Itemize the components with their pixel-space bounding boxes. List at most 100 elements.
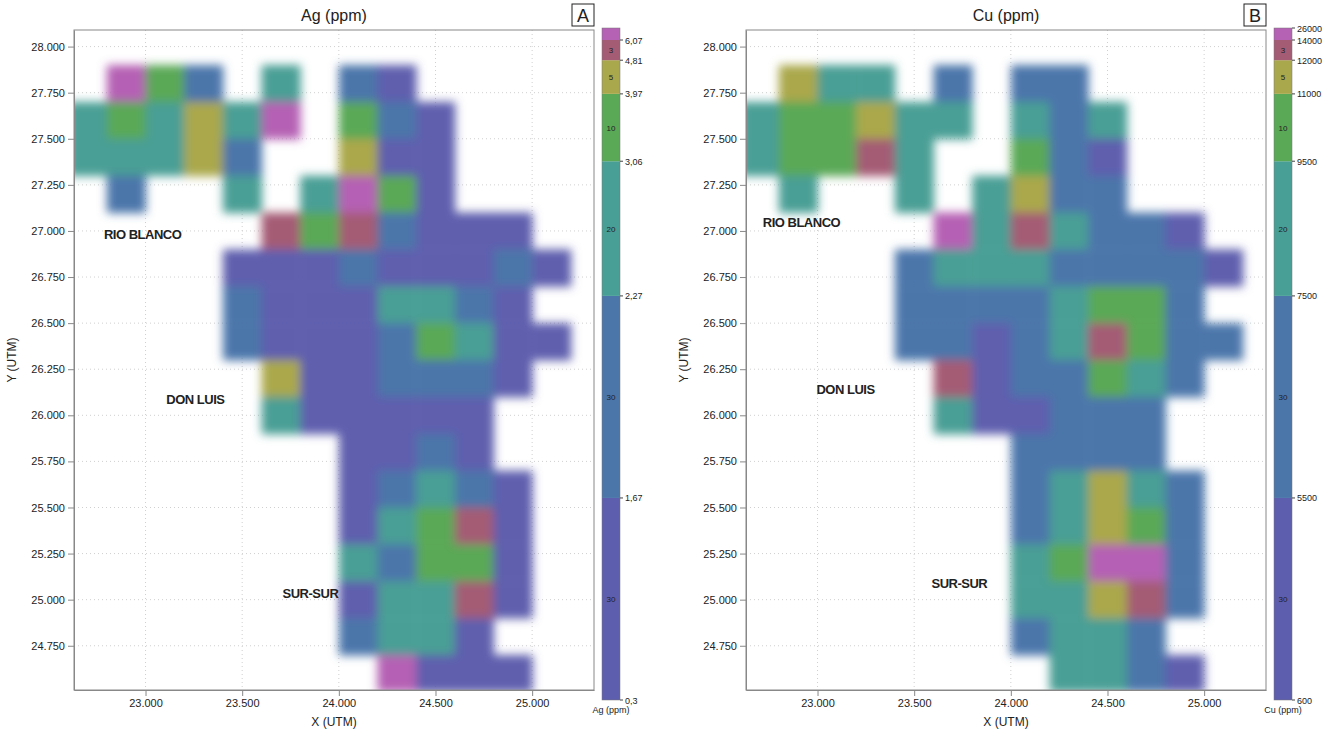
color-bar-segment: [602, 161, 620, 296]
grid-line: [74, 645, 594, 646]
heat-cell: [184, 65, 223, 102]
color-bar-tick-label: 26000: [1297, 24, 1322, 34]
heat-cell: [1165, 360, 1204, 397]
tick: 26.750: [31, 271, 74, 283]
heat-cell: [339, 397, 378, 434]
color-bar-percent: 10: [607, 124, 616, 133]
title: Ag (ppm): [301, 7, 367, 24]
color-bar-tick: [620, 497, 623, 498]
heat-cell: [1011, 139, 1050, 176]
heat-cell: [300, 176, 339, 213]
tick-label: 27.500: [703, 133, 737, 145]
heat-cell: [972, 323, 1011, 360]
tick-mark: [68, 139, 74, 140]
heat-cell: [1127, 581, 1166, 618]
tick: 24.750: [703, 640, 746, 652]
heat-cell: [300, 286, 339, 323]
heat-cell: [416, 581, 455, 618]
heat-cell: [74, 139, 107, 176]
annotations: RIO BLANCODON LUISSUR-SUR: [104, 227, 339, 601]
heat-cell: [416, 249, 455, 286]
tick-label: 23.000: [129, 697, 163, 709]
tick: 26.250: [703, 363, 746, 375]
heat-cell: [223, 286, 262, 323]
tick-label: 24.500: [419, 697, 453, 709]
tick-mark: [740, 277, 746, 278]
heat-cell: [416, 655, 455, 690]
heat-cell: [856, 139, 895, 176]
tick-label: 28.000: [31, 41, 65, 53]
heat-cell: [1011, 581, 1050, 618]
panel: 23.00023.50024.00024.50025.00024.75025.0…: [677, 4, 1322, 729]
tick-mark: [740, 93, 746, 94]
tick: 25.250: [31, 548, 74, 560]
heat-cell: [493, 323, 532, 360]
heat-cell: [972, 397, 1011, 434]
x-axis: 23.00023.50024.00024.50025.000: [747, 690, 1267, 709]
heat-cell: [339, 102, 378, 139]
heat-cell: [300, 323, 339, 360]
tick: 24.000: [323, 690, 357, 709]
heat-cell: [455, 655, 494, 690]
heat-cell: [377, 471, 416, 508]
grid: [746, 30, 1266, 690]
tick: 23.000: [129, 690, 163, 709]
heat-cell: [493, 507, 532, 544]
heat-cell: [377, 176, 416, 213]
tick-label: 27.750: [31, 87, 65, 99]
panel-letter-box: [1244, 4, 1266, 26]
tick-label: 23.500: [226, 697, 260, 709]
color-bar-tick: [1292, 497, 1295, 498]
heat-cell: [746, 139, 779, 176]
heat-cell: [895, 249, 934, 286]
color-bar-percent: 30: [1279, 393, 1288, 402]
tick-mark: [68, 369, 74, 370]
heat-cell: [493, 544, 532, 581]
tick-mark: [740, 554, 746, 555]
color-bar-segment: [602, 94, 620, 161]
heat-cell: [1049, 655, 1088, 690]
heat-cell: [934, 65, 973, 102]
heat-cell: [339, 286, 378, 323]
color-bar-tick: [620, 161, 623, 162]
heat-cell: [416, 544, 455, 581]
heat-cell: [146, 102, 185, 139]
heat-cell: [300, 249, 339, 286]
heat-cell: [107, 65, 146, 102]
heat-cell: [455, 213, 494, 250]
heat-cell: [146, 139, 185, 176]
heat-cell: [300, 213, 339, 250]
color-bar-tick: [620, 295, 623, 296]
tick: 26.250: [31, 363, 74, 375]
plot-background: [74, 30, 594, 690]
color-bar-segment: [1274, 60, 1292, 94]
heat-cell: [300, 397, 339, 434]
heat-cell: [1127, 434, 1166, 471]
color-bar-tick-label: 4,81: [625, 56, 643, 66]
heat-cell: [746, 102, 779, 139]
tick: 24.500: [419, 690, 453, 709]
grid-line: [74, 461, 594, 462]
heat-cell: [1049, 360, 1088, 397]
color-bar-percent: 20: [1279, 225, 1288, 234]
heat-cell: [1049, 213, 1088, 250]
tick-mark: [740, 507, 746, 508]
heat-cell: [934, 286, 973, 323]
color-bar-tick-label: 3,06: [625, 157, 643, 167]
heat-cell: [377, 581, 416, 618]
heat-cell: [818, 102, 857, 139]
heat-cell: [895, 323, 934, 360]
tick: 25.250: [703, 548, 746, 560]
color-bar-segment: [1274, 94, 1292, 161]
heat-cell: [1049, 544, 1088, 581]
tick-label: 28.000: [703, 41, 737, 53]
heat-cell: [493, 286, 532, 323]
tick: 26.000: [31, 409, 74, 421]
heat-cell: [1049, 65, 1088, 102]
color-bar-segment: [602, 40, 620, 60]
heat-cell: [1127, 618, 1166, 655]
tick-label: 24.000: [995, 697, 1029, 709]
heat-cell: [1011, 102, 1050, 139]
color-bar-tick-label: 14000: [1297, 36, 1322, 46]
heat-cell: [455, 360, 494, 397]
